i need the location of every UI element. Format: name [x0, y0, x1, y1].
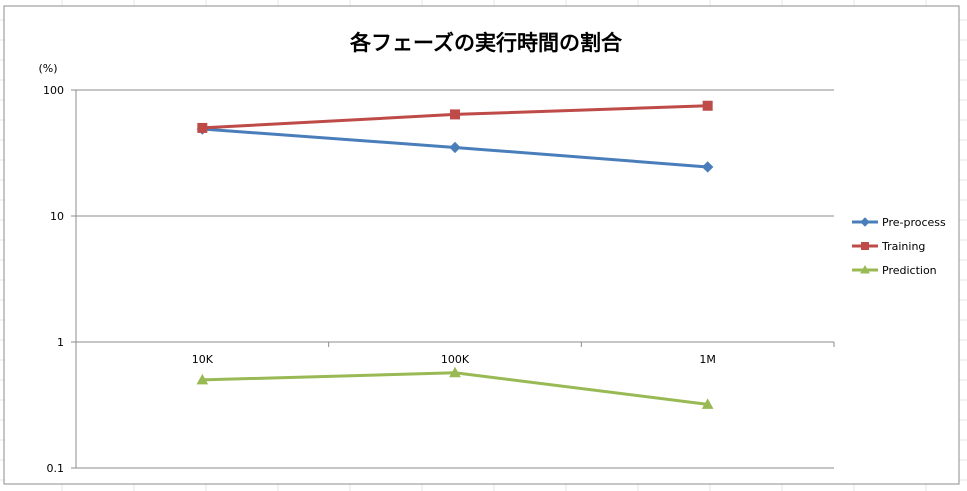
y-tick-label: 1 — [57, 336, 64, 349]
data-point[interactable] — [701, 161, 714, 173]
legend-marker — [860, 264, 870, 274]
legend-label: Prediction — [882, 264, 937, 277]
data-point[interactable] — [701, 398, 714, 409]
data-point[interactable] — [449, 141, 461, 154]
x-tick-label: 100K — [441, 353, 470, 366]
legend-marker — [861, 242, 869, 250]
series-layer — [196, 100, 714, 409]
data-point[interactable] — [196, 373, 209, 385]
y-tick-label: 0.1 — [47, 462, 65, 475]
data-point[interactable] — [702, 100, 713, 111]
series-training[interactable] — [197, 100, 713, 133]
chart-title: 各フェーズの実行時間の割合 — [349, 31, 623, 55]
legend-item[interactable]: Prediction — [852, 264, 937, 277]
y-axis-label: (%) — [38, 62, 57, 75]
legend[interactable]: Pre-process Training Prediction — [852, 216, 946, 277]
data-point[interactable] — [450, 109, 460, 120]
x-tick-label: 1M — [699, 353, 716, 366]
data-point[interactable] — [449, 366, 461, 378]
y-tick-label: 100 — [43, 84, 64, 97]
legend-label: Pre-process — [882, 216, 946, 229]
legend-marker — [860, 217, 870, 227]
legend-item[interactable]: Pre-process — [852, 216, 946, 229]
x-tick-label: 10K — [192, 353, 214, 366]
legend-item[interactable]: Training — [852, 240, 925, 253]
plot-area[interactable] — [71, 89, 835, 469]
chart-area[interactable] — [3, 5, 960, 485]
data-point[interactable] — [197, 122, 208, 133]
x-axis-ticks: 10K 100K 1M — [192, 353, 716, 366]
series-prediction[interactable] — [196, 366, 714, 409]
legend-label: Training — [881, 240, 925, 253]
y-tick-label: 10 — [50, 210, 64, 223]
y-axis-ticks: 100 10 1 0.1 — [43, 84, 64, 475]
